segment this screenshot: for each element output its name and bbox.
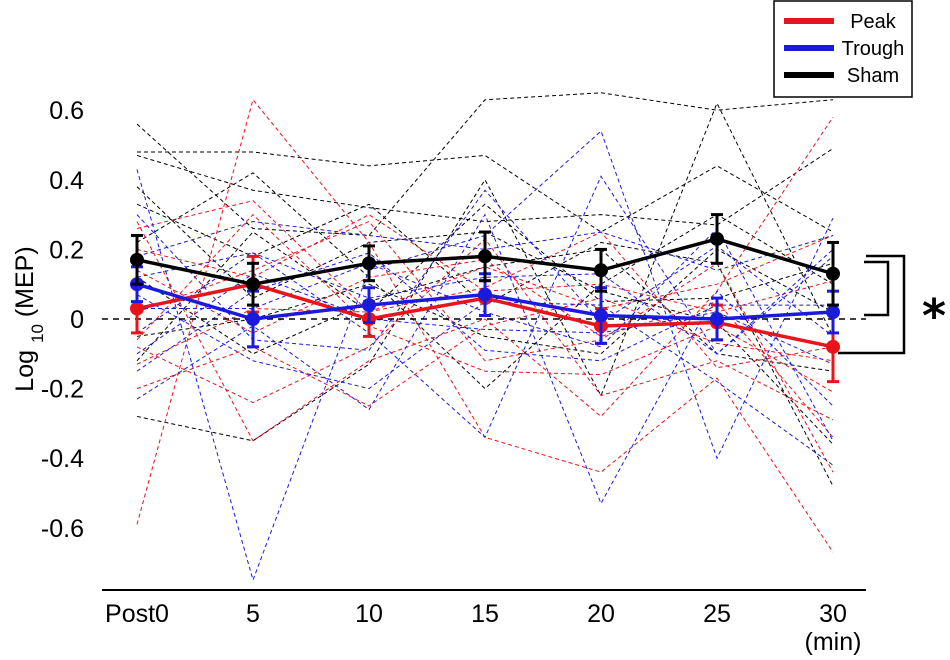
series-sham xyxy=(130,213,840,307)
mean-point-trough-2 xyxy=(362,298,376,313)
mean-point-peak-0 xyxy=(130,301,144,316)
x-tick-label-1: 5 xyxy=(246,600,260,628)
subject-line-peak-10 xyxy=(136,213,834,393)
x-axis-unit-label: (min) xyxy=(805,628,862,656)
mean-point-sham-5 xyxy=(710,231,724,246)
subject-line-sham-1 xyxy=(136,92,834,236)
y-axis-label-subscript: 10 xyxy=(28,324,47,343)
mean-point-trough-3 xyxy=(478,287,492,302)
mean-point-sham-2 xyxy=(362,256,376,271)
mean-point-sham-4 xyxy=(594,263,608,278)
mean-point-trough-1 xyxy=(246,312,260,326)
mean-point-sham-1 xyxy=(246,277,260,292)
bracket-outer xyxy=(838,254,906,355)
significance-brackets xyxy=(838,254,906,355)
mean-point-sham-0 xyxy=(130,252,144,267)
mean-point-sham-6 xyxy=(826,266,840,281)
x-tick-label-5: 25 xyxy=(703,600,731,628)
mean-point-trough-6 xyxy=(826,305,840,320)
subject-line-sham-3 xyxy=(136,148,834,226)
bracket-inner xyxy=(864,260,890,317)
y-tick-label-3: 0 xyxy=(70,306,84,334)
individual-subject-lines xyxy=(136,92,834,582)
y-tick-label-5: -0.4 xyxy=(41,445,84,473)
y-tick-label-1: 0.4 xyxy=(49,167,84,195)
subject-line-trough-8 xyxy=(136,294,834,466)
subject-line-peak-7 xyxy=(136,297,834,407)
mean-point-sham-3 xyxy=(478,249,492,264)
x-tick-label-3: 15 xyxy=(471,600,499,628)
y-tick-labels: 0.6 0.4 0.2 0 -0.2 -0.4 -0.6 xyxy=(41,97,84,543)
legend-label-trough: Trough xyxy=(842,38,905,60)
y-axis-label-base: Log xyxy=(11,350,39,392)
legend-label-peak: Peak xyxy=(850,11,897,33)
significance-asterisk: * xyxy=(922,289,946,343)
y-tick-label-4: -0.2 xyxy=(41,376,84,404)
mean-point-trough-5 xyxy=(710,312,724,326)
subject-line-trough-5 xyxy=(136,249,834,355)
legend-label-sham: Sham xyxy=(847,65,899,87)
x-tick-label-0: Post0 xyxy=(105,600,169,628)
mean-series xyxy=(130,213,840,384)
y-tick-label-6: -0.6 xyxy=(41,515,84,543)
subject-line-peak-6 xyxy=(136,200,834,313)
y-tick-label-2: 0.2 xyxy=(49,236,84,264)
subject-line-trough-9 xyxy=(136,221,834,271)
x-tick-label-2: 10 xyxy=(355,600,383,628)
x-tick-labels: Post0 5 10 15 20 25 30 xyxy=(105,600,847,628)
y-axis-label-suffix: (MEP) xyxy=(11,246,39,317)
x-tick-label-6: 30 xyxy=(819,600,847,628)
subject-line-sham-2 xyxy=(137,151,834,233)
y-tick-label-0: 0.6 xyxy=(49,97,84,125)
mean-point-trough-4 xyxy=(594,308,608,323)
legend: Peak Trough Sham xyxy=(773,0,913,98)
x-tick-label-4: 20 xyxy=(587,600,615,628)
subject-line-trough-2 xyxy=(136,213,834,505)
subject-line-sham-10 xyxy=(136,203,834,362)
y-axis-label: Log 10 (MEP) xyxy=(11,246,47,391)
mean-point-peak-6 xyxy=(826,339,840,354)
